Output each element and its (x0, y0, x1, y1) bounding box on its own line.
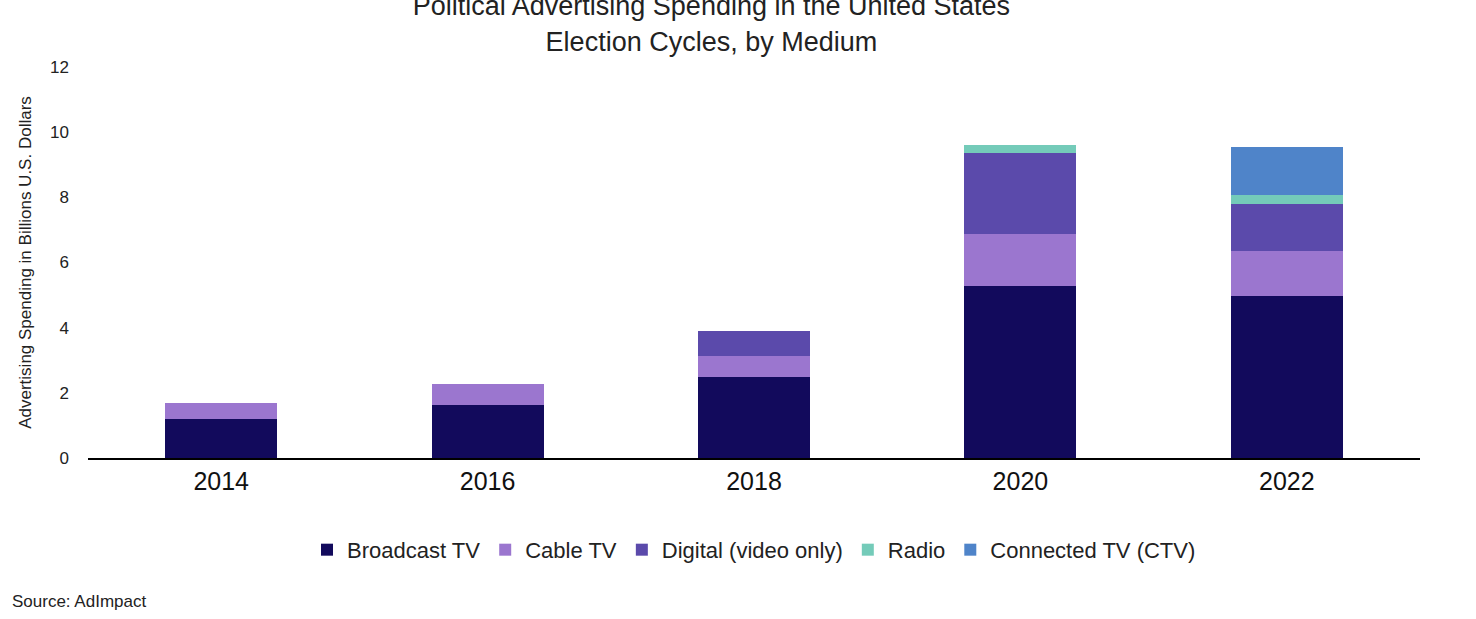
svg-text:6: 6 (60, 253, 69, 272)
svg-text:Advertising Spending in Billio: Advertising Spending in Billions U.S. Do… (16, 96, 35, 429)
svg-text:2: 2 (60, 384, 69, 403)
svg-text:12: 12 (50, 58, 69, 77)
svg-text:2018: 2018 (726, 467, 782, 495)
svg-text:Broadcast TV: Broadcast TV (347, 538, 480, 563)
svg-text:Connected TV (CTV): Connected TV (CTV) (990, 538, 1195, 563)
svg-text:2014: 2014 (193, 467, 249, 495)
svg-text:10: 10 (50, 123, 69, 142)
svg-text:Radio: Radio (888, 538, 945, 563)
svg-text:8: 8 (60, 188, 69, 207)
svg-text:4: 4 (60, 319, 69, 338)
svg-text:2020: 2020 (993, 467, 1049, 495)
svg-text:0: 0 (60, 449, 69, 468)
svg-text:2022: 2022 (1259, 467, 1315, 495)
svg-text:Cable TV: Cable TV (525, 538, 617, 563)
svg-text:Digital (video only): Digital (video only) (662, 538, 843, 563)
svg-text:Political Advertising Spending: Political Advertising Spending in the Un… (413, 0, 1010, 57)
svg-text:2016: 2016 (460, 467, 516, 495)
svg-text:Source: AdImpact: Source: AdImpact (12, 592, 146, 611)
